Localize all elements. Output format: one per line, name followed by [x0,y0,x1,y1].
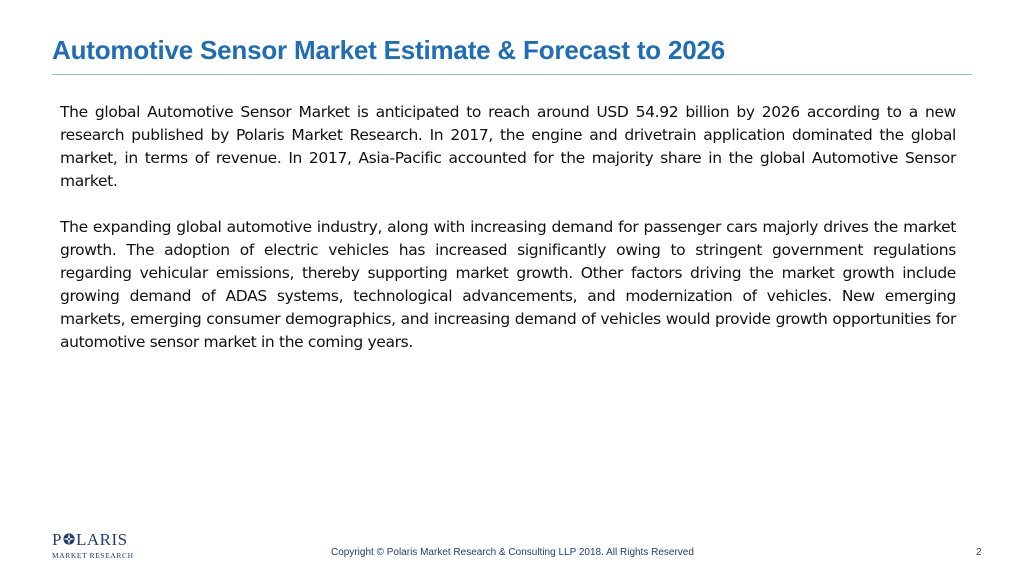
paragraph-2: The expanding global automotive industry… [60,218,956,351]
polaris-logo: P LARIS MARKET RESEARCH [52,530,134,563]
body-text: The global Automotive Sensor Market is a… [60,101,956,377]
compass-star-icon [63,533,75,545]
slide-title: Automotive Sensor Market Estimate & Fore… [52,35,726,65]
footer-copyright: Copyright © Polaris Market Research & Co… [331,547,694,558]
paragraph-1: The global Automotive Sensor Market is a… [60,103,956,190]
title-divider [52,74,972,75]
page-number: 2 [976,547,982,558]
logo-subtitle: MARKET RESEARCH [52,551,134,560]
logo-wordmark: P LARIS [52,530,128,549]
